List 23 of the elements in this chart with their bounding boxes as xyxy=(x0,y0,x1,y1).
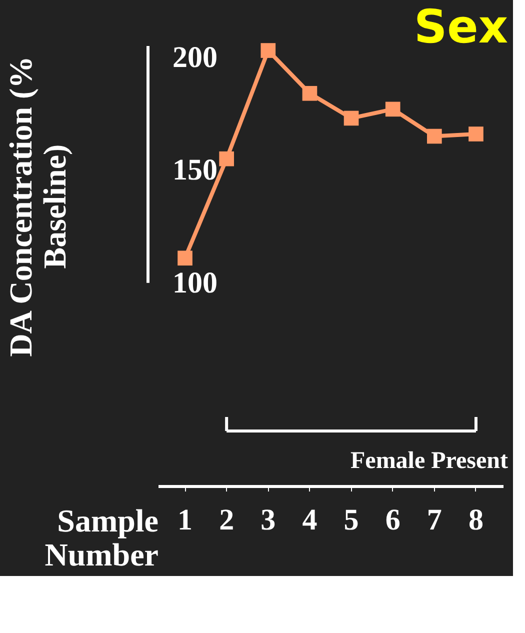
point xyxy=(344,110,359,126)
point xyxy=(260,43,276,58)
x-tick-label: 5 xyxy=(344,504,359,536)
x-tick-label: 8 xyxy=(468,504,484,536)
y-tick-label: 200 xyxy=(172,40,218,74)
chart-title: Sex xyxy=(414,0,508,54)
annotation: Female Present xyxy=(350,448,508,474)
point xyxy=(219,151,234,166)
x-tick-label: 1 xyxy=(178,504,193,536)
y-tick-label: 150 xyxy=(172,154,218,187)
y-axis-title: DA Concentration (% Baseline) xyxy=(2,56,72,357)
point xyxy=(178,250,192,266)
point xyxy=(468,126,484,142)
point xyxy=(302,86,318,101)
x-tick-label: 7 xyxy=(426,504,442,536)
x-tick-label: 4 xyxy=(302,504,318,536)
x-axis-title: Sample Number xyxy=(44,502,158,572)
x-tick-label: 2 xyxy=(219,504,234,536)
x-tick-label: 3 xyxy=(260,504,276,536)
point xyxy=(385,102,400,117)
y-tick-label: 100 xyxy=(172,266,218,300)
point xyxy=(427,128,442,144)
x-tick-label: 6 xyxy=(385,504,400,536)
